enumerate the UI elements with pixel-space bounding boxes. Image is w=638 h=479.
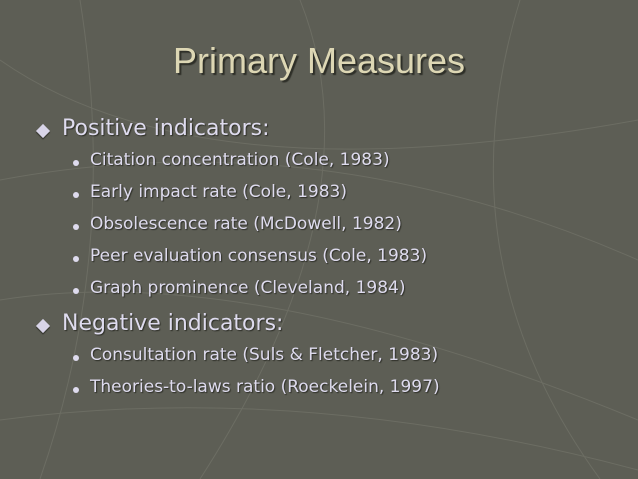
bullet — [73, 387, 79, 393]
list-item: Citation concentration (Cole, 1983) — [90, 150, 390, 170]
bullet — [73, 288, 79, 294]
bullet — [73, 256, 79, 262]
bullet — [73, 160, 79, 166]
bullet — [73, 224, 79, 230]
list-item: Obsolescence rate (McDowell, 1982) — [90, 214, 402, 234]
list-item: Theories-to-laws ratio (Roeckelein, 1997… — [90, 377, 440, 397]
list-item: Consultation rate (Suls & Fletcher, 1983… — [90, 345, 439, 365]
list-item: Early impact rate (Cole, 1983) — [90, 182, 347, 202]
bullet — [73, 192, 79, 198]
list-item: Peer evaluation consensus (Cole, 1983) — [90, 246, 428, 266]
section-heading: Positive indicators: — [62, 116, 270, 141]
bullet — [73, 355, 79, 361]
list-item: Graph prominence (Cleveland, 1984) — [90, 278, 406, 298]
section-heading: Negative indicators: — [62, 311, 284, 336]
slide-title: Primary Measures — [172, 40, 466, 81]
